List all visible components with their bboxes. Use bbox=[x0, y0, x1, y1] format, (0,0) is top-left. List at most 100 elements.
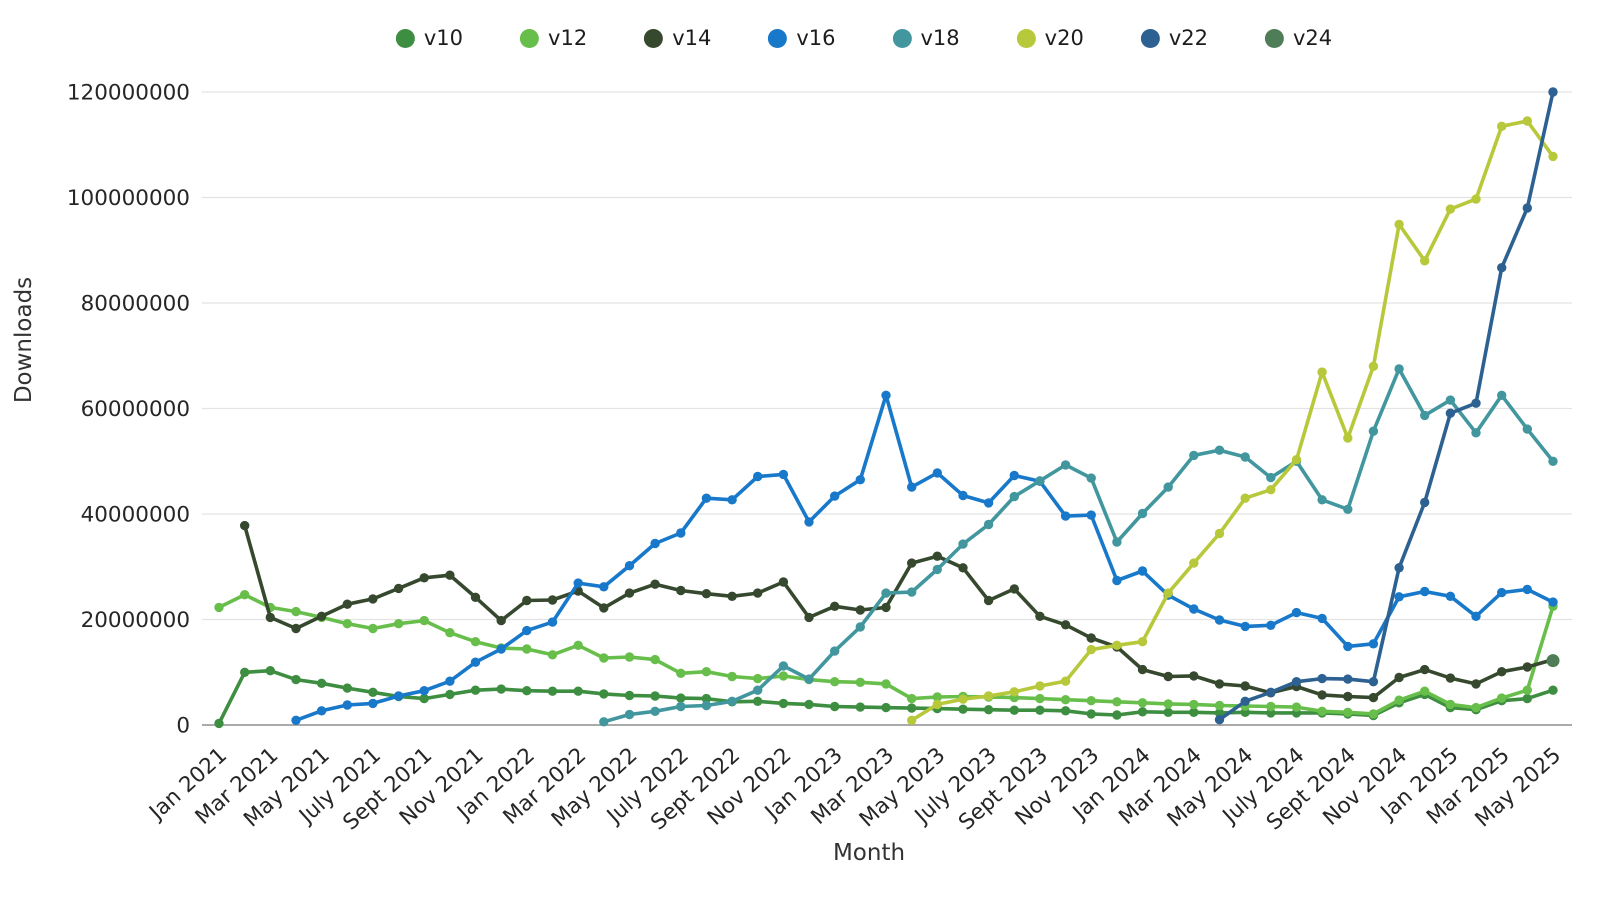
data-point-v16[interactable] bbox=[1317, 613, 1327, 624]
data-point-v14[interactable] bbox=[599, 603, 609, 613]
data-point-v16[interactable] bbox=[470, 657, 481, 667]
data-point-v12[interactable] bbox=[1266, 701, 1276, 712]
data-point-v14[interactable] bbox=[1497, 667, 1507, 677]
data-point-v22[interactable] bbox=[1343, 674, 1353, 684]
data-point-v16[interactable] bbox=[1420, 586, 1430, 597]
data-point-v20[interactable] bbox=[1214, 528, 1225, 539]
data-point-v10[interactable] bbox=[855, 702, 865, 712]
data-point-v18[interactable] bbox=[1317, 495, 1327, 505]
data-point-v12[interactable] bbox=[547, 650, 558, 660]
data-point-v18[interactable] bbox=[1394, 364, 1404, 374]
data-point-v18[interactable] bbox=[1497, 390, 1507, 400]
data-point-v18[interactable] bbox=[1522, 424, 1533, 434]
data-point-v12[interactable] bbox=[1394, 695, 1404, 705]
data-point-v22[interactable] bbox=[1445, 408, 1456, 418]
data-point-v18[interactable] bbox=[983, 519, 994, 530]
data-point-v10[interactable] bbox=[753, 696, 763, 706]
data-point-v10[interactable] bbox=[650, 691, 660, 701]
data-point-v22[interactable] bbox=[1214, 715, 1225, 725]
data-point-v12[interactable] bbox=[599, 653, 609, 663]
data-point-v20[interactable] bbox=[1266, 485, 1276, 495]
data-point-v10[interactable] bbox=[547, 686, 558, 696]
data-point-v14[interactable] bbox=[624, 588, 635, 598]
data-point-v18[interactable] bbox=[1343, 504, 1353, 514]
data-point-v14[interactable] bbox=[1189, 671, 1199, 681]
data-point-v20[interactable] bbox=[1368, 361, 1379, 371]
data-point-v16[interactable] bbox=[1266, 620, 1276, 630]
data-point-v18[interactable] bbox=[958, 539, 968, 549]
data-point-v10[interactable] bbox=[1009, 705, 1019, 715]
data-point-v10[interactable] bbox=[291, 674, 301, 685]
data-point-v20[interactable] bbox=[1497, 121, 1507, 131]
data-point-v10[interactable] bbox=[214, 718, 224, 729]
data-point-v14[interactable] bbox=[1086, 633, 1096, 643]
data-point-v14[interactable] bbox=[1035, 611, 1045, 621]
data-point-v12[interactable] bbox=[470, 637, 481, 647]
data-point-v12[interactable] bbox=[624, 652, 635, 662]
data-point-v12[interactable] bbox=[1343, 707, 1353, 717]
legend-item-v20[interactable]: v20 bbox=[1016, 26, 1084, 50]
data-point-v20[interactable] bbox=[1009, 687, 1019, 697]
data-point-v18[interactable] bbox=[1266, 472, 1276, 483]
data-point-v12[interactable] bbox=[1214, 700, 1225, 711]
data-point-v12[interactable] bbox=[573, 640, 583, 650]
data-point-v16[interactable] bbox=[393, 691, 404, 701]
data-point-v16[interactable] bbox=[368, 698, 378, 709]
legend-item-v18[interactable]: v18 bbox=[892, 26, 960, 50]
data-point-v22[interactable] bbox=[1420, 497, 1430, 508]
data-point-v12[interactable] bbox=[1291, 702, 1302, 712]
data-point-v16[interactable] bbox=[983, 498, 994, 508]
data-point-v22[interactable] bbox=[1240, 696, 1250, 706]
data-point-v12[interactable] bbox=[830, 677, 840, 687]
data-point-v16[interactable] bbox=[1522, 584, 1533, 595]
data-point-v12[interactable] bbox=[1522, 685, 1533, 695]
data-point-v20[interactable] bbox=[958, 694, 968, 704]
data-point-v18[interactable] bbox=[932, 564, 942, 575]
data-point-v10[interactable] bbox=[1137, 707, 1148, 717]
data-point-v14[interactable] bbox=[1214, 679, 1225, 689]
data-point-v16[interactable] bbox=[1291, 607, 1302, 618]
data-point-v14[interactable] bbox=[291, 623, 301, 634]
data-point-v12[interactable] bbox=[1420, 686, 1430, 696]
data-point-v18[interactable] bbox=[1137, 508, 1148, 519]
data-point-v18[interactable] bbox=[1060, 460, 1071, 470]
data-point-v10[interactable] bbox=[804, 699, 814, 710]
data-point-v22[interactable] bbox=[1266, 687, 1276, 697]
data-point-v16[interactable] bbox=[342, 700, 352, 710]
data-point-v12[interactable] bbox=[393, 619, 404, 629]
data-point-v18[interactable] bbox=[1112, 537, 1122, 547]
data-point-v14[interactable] bbox=[830, 601, 840, 611]
data-point-v18[interactable] bbox=[1189, 450, 1199, 461]
data-point-v18[interactable] bbox=[599, 717, 609, 727]
data-point-v14[interactable] bbox=[727, 591, 737, 601]
data-point-v16[interactable] bbox=[855, 475, 865, 485]
data-point-v14[interactable] bbox=[804, 612, 814, 623]
legend-item-v22[interactable]: v22 bbox=[1140, 26, 1208, 50]
data-point-v24[interactable] bbox=[1546, 654, 1560, 668]
data-point-v16[interactable] bbox=[701, 493, 712, 503]
data-point-v10[interactable] bbox=[445, 689, 455, 700]
legend-item-v16[interactable]: v16 bbox=[768, 26, 836, 50]
data-point-v18[interactable] bbox=[855, 622, 865, 632]
data-point-v12[interactable] bbox=[342, 619, 352, 629]
data-point-v18[interactable] bbox=[804, 674, 814, 684]
data-point-v18[interactable] bbox=[727, 696, 737, 706]
data-point-v16[interactable] bbox=[522, 625, 532, 636]
data-point-v14[interactable] bbox=[650, 579, 660, 589]
data-point-v20[interactable] bbox=[1035, 681, 1045, 691]
data-point-v18[interactable] bbox=[881, 588, 891, 598]
data-point-v16[interactable] bbox=[830, 491, 840, 501]
data-point-v16[interactable] bbox=[316, 706, 327, 716]
data-point-v14[interactable] bbox=[368, 594, 378, 604]
data-point-v20[interactable] bbox=[1420, 256, 1430, 266]
data-point-v10[interactable] bbox=[342, 683, 352, 693]
data-point-v14[interactable] bbox=[778, 577, 789, 587]
data-point-v10[interactable] bbox=[624, 690, 635, 701]
data-point-v10[interactable] bbox=[573, 686, 583, 696]
data-point-v18[interactable] bbox=[1086, 473, 1096, 483]
data-point-v12[interactable] bbox=[1137, 698, 1148, 708]
data-point-v10[interactable] bbox=[830, 701, 840, 712]
data-point-v14[interactable] bbox=[753, 588, 763, 598]
data-point-v20[interactable] bbox=[983, 691, 994, 701]
data-point-v12[interactable] bbox=[1317, 706, 1327, 716]
